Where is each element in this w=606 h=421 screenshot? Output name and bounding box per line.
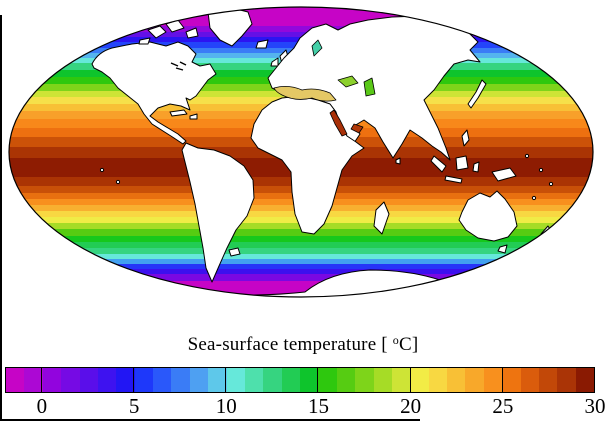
colorbar-segment (6, 368, 25, 392)
colorbar-segment (428, 368, 447, 392)
colorbar-segment (281, 368, 300, 392)
colorbar-segment (226, 368, 245, 392)
colorbar-segment (447, 368, 466, 392)
colorbar-tick-label: 10 (215, 394, 237, 418)
degree-symbol: o (392, 333, 399, 347)
antarctic-peninsula-islands (228, 247, 241, 257)
island-cuba (169, 109, 188, 117)
arctic-islands (147, 25, 167, 39)
globe-outline (8, 6, 594, 298)
island-sumatra (430, 155, 447, 173)
pacific-island (548, 181, 554, 187)
colorbar-segment (208, 368, 227, 392)
colorbar-segment (318, 368, 337, 392)
great-lakes (175, 67, 184, 71)
pacific-island (531, 195, 537, 201)
figure-title-units: C] (398, 334, 419, 355)
colorbar-segment (575, 368, 594, 392)
pacific-island (99, 167, 105, 173)
colorbar-segment (24, 368, 43, 392)
figure-title-text: Sea-surface temperature [ (187, 334, 393, 355)
colorbar-segment (336, 368, 356, 392)
colorbar-segment (42, 368, 62, 392)
colorbar-segment (502, 368, 521, 392)
island-japan (467, 79, 487, 109)
continent-south-america (181, 142, 255, 283)
island-madagascar (373, 201, 390, 235)
island-new-guinea (491, 167, 517, 182)
colorbar-segment (465, 368, 484, 392)
pacific-island (115, 179, 121, 185)
island-hispaniola (189, 113, 198, 120)
colorbar-segment (79, 368, 98, 392)
colorbar-labels: 0 5 10 15 20 25 30 (5, 394, 606, 420)
colorbar-segment (244, 368, 264, 392)
great-lakes (179, 61, 187, 66)
bottom-edge-line (0, 419, 420, 421)
arctic-islands (185, 27, 199, 39)
colorbar-segment (557, 368, 576, 392)
figure-title: Sea-surface temperature [ oC] (0, 333, 606, 356)
island-java (444, 175, 463, 184)
colorbar-tick-label: 25 (492, 394, 514, 418)
colorbar-segment (116, 368, 135, 392)
colorbar-segment (153, 368, 172, 392)
sst-map (8, 6, 594, 298)
continent-north-america (91, 41, 217, 145)
colorbar-segment (410, 368, 429, 392)
colorbar-segment (300, 368, 319, 392)
colorbar-segment (263, 368, 282, 392)
colorbar-segment (97, 368, 117, 392)
sea-persian-gulf (350, 123, 364, 134)
continent-australia (458, 190, 518, 242)
colorbar-segment (483, 368, 503, 392)
colorbar-segment (355, 368, 374, 392)
pacific-island (524, 153, 530, 159)
sea-caspian (363, 77, 376, 97)
island-tasmania (497, 244, 508, 254)
colorbar-tick-label: 5 (128, 394, 140, 418)
colorbar-tick-label: 15 (307, 394, 329, 418)
colorbar-segment (171, 368, 190, 392)
colorbar-tick-label: 20 (400, 394, 422, 418)
island-philippines (461, 129, 470, 147)
colorbar-segment (520, 368, 539, 392)
colorbar-tick-label: 0 (36, 394, 48, 418)
colorbar (5, 367, 595, 393)
left-edge-line (0, 15, 2, 421)
sea-mediterranean (273, 86, 337, 102)
arctic-islands (138, 37, 151, 45)
sea-red-sea (329, 109, 348, 137)
colorbar-segment (391, 368, 411, 392)
colorbar-segment (538, 368, 558, 392)
island-borneo (455, 155, 469, 171)
colorbar-segment (373, 368, 392, 392)
island-sulawesi (472, 161, 480, 173)
colorbar-segment (134, 368, 153, 392)
colorbar-segment (189, 368, 209, 392)
colorbar-segment (61, 368, 80, 392)
great-lakes (170, 62, 179, 67)
sea-black-sea (337, 75, 359, 88)
sea-baltic (311, 39, 323, 57)
island-iceland (255, 39, 269, 49)
pacific-island (538, 167, 544, 173)
island-sri-lanka (395, 157, 401, 165)
island-new-zealand-south (532, 237, 545, 252)
colorbar-tick-label: 30 (584, 394, 606, 418)
